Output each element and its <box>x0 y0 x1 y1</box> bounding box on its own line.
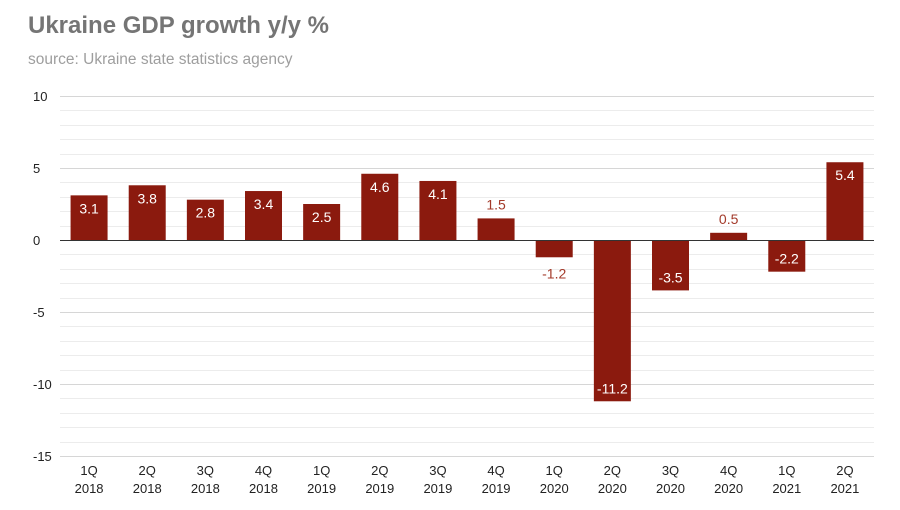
chart-subtitle: source: Ukraine state statistics agency <box>28 51 293 68</box>
data-label: 2.5 <box>312 209 332 225</box>
bar <box>419 180 457 240</box>
gridlines <box>60 96 874 457</box>
data-label: 3.4 <box>254 196 274 212</box>
y-tick-label: -10 <box>33 377 52 392</box>
x-tick-label: 1Q <box>80 463 97 478</box>
data-label: 4.1 <box>428 186 448 202</box>
bar <box>535 240 573 258</box>
data-label: 4.6 <box>370 179 390 195</box>
bar <box>826 162 864 240</box>
x-tick-label: 2019 <box>365 481 394 496</box>
y-tick-label: 0 <box>33 233 40 248</box>
x-tick-label: 2020 <box>714 481 743 496</box>
x-tick-label: 2Q <box>371 463 388 478</box>
y-tick-label: -15 <box>33 449 52 464</box>
x-tick-label: 2Q <box>604 463 621 478</box>
x-tick-label: 1Q <box>546 463 563 478</box>
bar <box>245 191 282 240</box>
x-tick-label: 2Q <box>139 463 156 478</box>
data-label: -2.2 <box>775 251 799 267</box>
x-tick-label: 2019 <box>423 481 452 496</box>
x-tick-label: 1Q <box>778 463 795 478</box>
bar <box>593 240 631 402</box>
x-tick-label: 3Q <box>429 463 446 478</box>
chart-title: Ukraine GDP growth y/y % <box>28 12 329 39</box>
x-tick-label: 2019 <box>482 481 511 496</box>
x-tick-label: 2018 <box>133 481 162 496</box>
data-label: -1.2 <box>542 265 566 281</box>
x-tick-label: 3Q <box>197 463 214 478</box>
bar <box>128 185 166 240</box>
x-tick-label: 2021 <box>772 481 801 496</box>
data-label: -11.2 <box>597 380 628 396</box>
y-axis: 10 5 0 -5 -10 -15 <box>33 89 52 464</box>
y-tick-label: 10 <box>33 89 47 104</box>
data-label: -3.5 <box>658 269 682 285</box>
data-labels: 3.1 3.8 2.8 3.4 2.5 4.6 4.1 1.5 -1.2 -11.2 -3.5 0.5… <box>79 167 855 396</box>
bar <box>70 195 108 240</box>
x-tick-label: 2018 <box>191 481 220 496</box>
bars <box>70 162 864 402</box>
x-tick-label: 3Q <box>662 463 679 478</box>
data-label: 1.5 <box>486 196 506 212</box>
bar <box>710 232 748 240</box>
x-tick-label: 2Q <box>836 463 853 478</box>
x-tick-label: 2020 <box>656 481 685 496</box>
x-tick-label: 4Q <box>255 463 272 478</box>
x-tick-label: 2020 <box>540 481 569 496</box>
x-tick-label: 4Q <box>720 463 737 478</box>
x-tick-label: 1Q <box>313 463 330 478</box>
x-tick-label: 2018 <box>249 481 278 496</box>
data-label: 2.8 <box>196 205 216 221</box>
x-tick-label: 2021 <box>830 481 859 496</box>
y-tick-label: -5 <box>33 305 45 320</box>
data-label: 3.1 <box>79 200 99 216</box>
bar <box>361 173 399 240</box>
x-axis: 1Q 2018 2Q 2018 3Q 2018 4Q 2018 1Q 2019 2Q 2019 3Q 20… <box>75 463 860 496</box>
bar <box>477 218 515 240</box>
bar <box>652 240 689 291</box>
data-label: 5.4 <box>835 167 855 183</box>
data-label: 0.5 <box>719 211 739 227</box>
x-tick-label: 2020 <box>598 481 627 496</box>
bar <box>186 199 224 240</box>
bar <box>303 204 341 240</box>
y-tick-label: 5 <box>33 161 40 176</box>
x-tick-label: 4Q <box>487 463 504 478</box>
data-label: 3.8 <box>137 190 157 206</box>
x-tick-label: 2019 <box>307 481 336 496</box>
x-tick-label: 2018 <box>75 481 104 496</box>
bar <box>768 240 806 272</box>
